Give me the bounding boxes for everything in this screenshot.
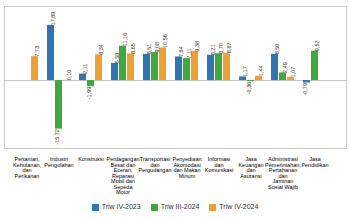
svg-text:10,56: 10,56 <box>162 34 168 48</box>
svg-text:9,52: 9,52 <box>314 40 320 51</box>
svg-text:PerdaganganBesar danEceran;Rep: PerdaganganBesar danEceran;ReparasiMobil… <box>106 156 139 195</box>
html-text:Triw III-2024: Triw III-2024 <box>160 203 200 211</box>
svg-text:8,65: 8,65 <box>130 43 136 54</box>
svg-text:InformasidanKomunikasi: InformasidanKomunikasi <box>205 156 233 173</box>
svg-text:8,50: 8,50 <box>274 44 280 55</box>
svg-text:9,38: 9,38 <box>194 41 200 52</box>
svg-text:TransportasidanPergudangan: TransportasidanPergudangan <box>138 156 171 173</box>
svg-text:Konstruksi: Konstruksi <box>78 156 104 162</box>
svg-text:11,16: 11,16 <box>122 33 128 46</box>
svg-text:Pertanian,Kehutanan,danPerikan: Pertanian,Kehutanan,danPerikanan <box>13 156 42 179</box>
svg-text:8,87: 8,87 <box>226 42 232 53</box>
svg-text:JasaKeuangandanAsuransi: JasaKeuangandanAsuransi <box>238 156 263 179</box>
svg-text:-0,79: -0,79 <box>302 83 308 96</box>
svg-text:0,10: 0,10 <box>66 70 72 81</box>
svg-text:-1,99: -1,99 <box>86 87 92 100</box>
svg-text:7,11: 7,11 <box>186 48 192 58</box>
svg-text:2,11: 2,11 <box>82 64 88 74</box>
html-text:Triw IV-2024: Triw IV-2024 <box>219 203 259 211</box>
svg-text:IndustriPengolahan: IndustriPengolahan <box>44 156 73 168</box>
svg-text:-0,36: -0,36 <box>246 82 252 95</box>
svg-text:8,21: 8,21 <box>210 45 216 56</box>
svg-text:1,44: 1,44 <box>258 65 264 76</box>
svg-text:8,51: 8,51 <box>146 44 152 55</box>
html-text:Triw IV-2023: Triw IV-2023 <box>101 203 141 211</box>
svg-text:1,07: 1,07 <box>290 67 296 78</box>
svg-text:5,58: 5,58 <box>114 53 120 64</box>
svg-text:17,89: 17,89 <box>50 12 56 26</box>
svg-text:2,49: 2,49 <box>282 62 288 73</box>
svg-text:AdministrasiPemerintahan,Perta: AdministrasiPemerintahan,PertahanandanJa… <box>265 156 301 190</box>
svg-text:9,08: 9,08 <box>154 42 160 53</box>
svg-text:7,64: 7,64 <box>178 46 184 57</box>
svg-text:7,73: 7,73 <box>34 46 40 57</box>
svg-text:8,70: 8,70 <box>218 43 224 54</box>
svg-text:1,17: 1,17 <box>242 66 248 77</box>
svg-text:JasaPendidikan: JasaPendidikan <box>301 156 328 168</box>
svg-text:PenyediaanAkomodasidan MakanMi: PenyediaanAkomodasidan MakanMinum <box>172 156 201 179</box>
svg-text:-15,72: -15,72 <box>54 129 60 145</box>
svg-text:8,34: 8,34 <box>98 44 104 55</box>
